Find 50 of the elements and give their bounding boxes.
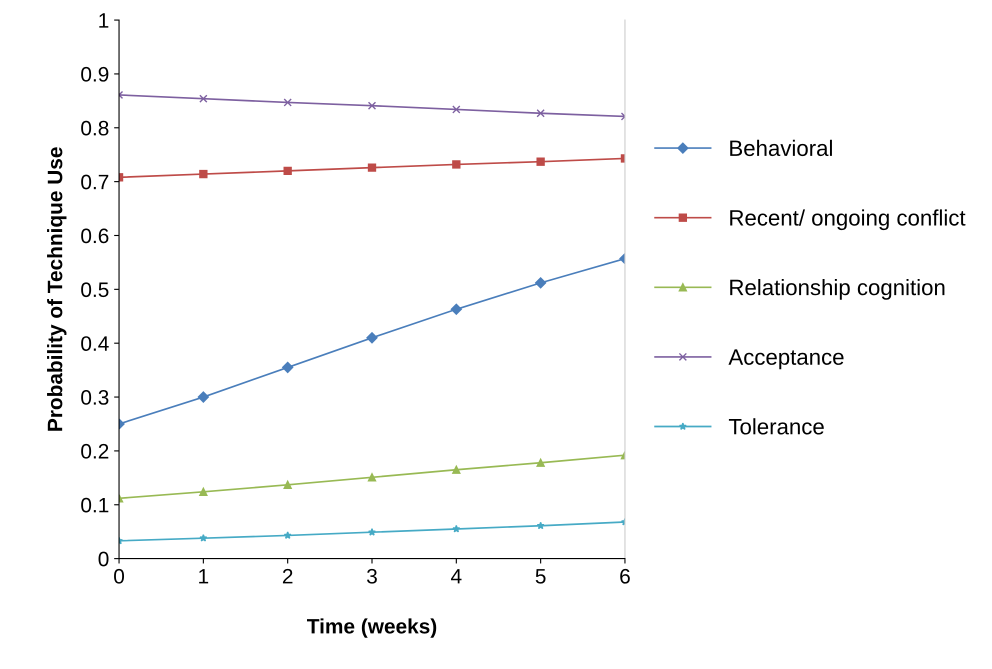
point bbox=[368, 163, 376, 172]
y-tick-label: 0.2 bbox=[81, 444, 108, 459]
point bbox=[536, 109, 545, 118]
legend-label: Tolerance bbox=[728, 418, 824, 435]
x-axis-title: Time (weeks) bbox=[307, 618, 436, 638]
point bbox=[452, 466, 460, 474]
point bbox=[199, 534, 208, 542]
x-tick-label: 3 bbox=[367, 568, 377, 584]
y-tick-label: 0.7 bbox=[81, 174, 108, 190]
y-tick-label: 0.5 bbox=[81, 282, 108, 298]
y-tick-label: 0.4 bbox=[81, 336, 109, 351]
point bbox=[284, 480, 292, 489]
legend-label: Acceptance bbox=[728, 349, 844, 370]
legend-label: Behavioral bbox=[730, 140, 832, 156]
point bbox=[536, 458, 545, 467]
x-tick-label: 4 bbox=[451, 569, 462, 584]
y-tick-label: 0.6 bbox=[81, 228, 108, 244]
point bbox=[199, 94, 208, 103]
point bbox=[284, 98, 292, 107]
legend-label: Recent/ ongoing conflict bbox=[730, 209, 966, 230]
point bbox=[452, 524, 460, 532]
point bbox=[282, 362, 294, 374]
point bbox=[198, 391, 209, 403]
y-axis-title: Probability of Technique Use bbox=[47, 147, 66, 431]
point bbox=[368, 102, 376, 110]
y-tick-label: 0.3 bbox=[81, 390, 108, 405]
y-tick-label: 0 bbox=[98, 552, 109, 566]
point bbox=[536, 158, 545, 166]
x-tick-label: 5 bbox=[536, 569, 546, 584]
point bbox=[368, 528, 376, 536]
point bbox=[366, 332, 378, 344]
point bbox=[536, 522, 545, 530]
point bbox=[284, 531, 292, 539]
x-tick-label: 2 bbox=[282, 568, 292, 584]
point bbox=[199, 488, 208, 496]
point bbox=[535, 277, 546, 288]
point bbox=[452, 160, 460, 169]
legend-label: Relationship cognition bbox=[730, 278, 944, 300]
point bbox=[284, 166, 292, 176]
x-tick-label: 6 bbox=[620, 568, 630, 584]
y-tick-label: 0.9 bbox=[81, 66, 108, 82]
x-tick-label: 1 bbox=[199, 569, 208, 584]
point bbox=[199, 170, 208, 178]
x-tick-label: 0 bbox=[114, 568, 124, 584]
point bbox=[452, 105, 460, 114]
y-tick-label: 1 bbox=[99, 13, 108, 28]
y-tick-label: 0.8 bbox=[81, 120, 108, 136]
point bbox=[368, 473, 376, 482]
y-tick-label: 0.1 bbox=[81, 498, 108, 513]
point bbox=[450, 304, 462, 315]
